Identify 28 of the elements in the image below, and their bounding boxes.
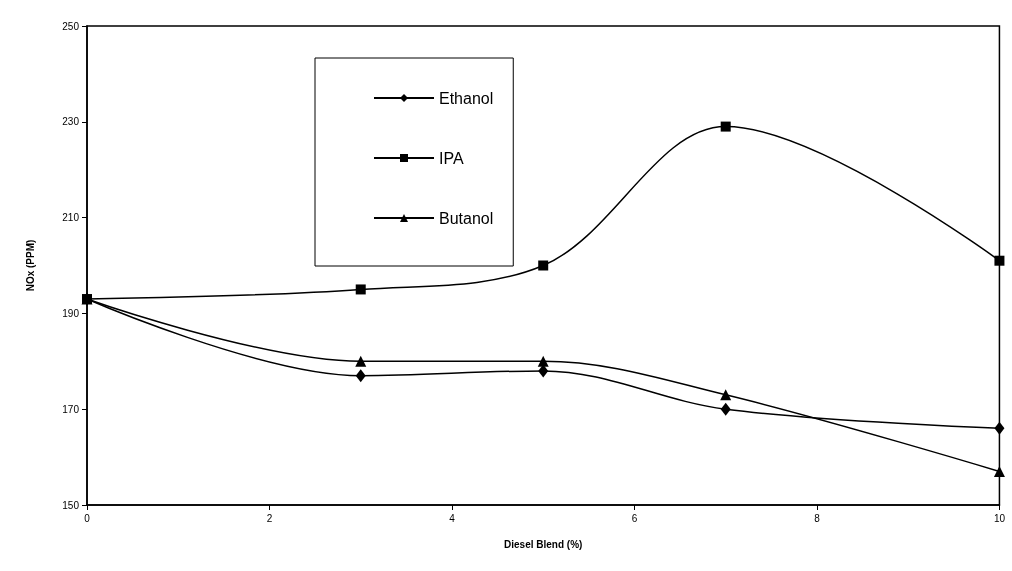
point <box>355 284 366 295</box>
point <box>720 389 732 401</box>
x-tick-label: 2 <box>266 512 273 524</box>
legend-label: Butanol <box>439 209 494 227</box>
point <box>355 369 366 383</box>
point <box>537 355 549 367</box>
x-tick-label: 8 <box>814 512 821 524</box>
point <box>538 260 549 271</box>
x-tick-label: 10 <box>993 512 1006 524</box>
point <box>355 355 367 367</box>
point <box>538 364 549 378</box>
y-tick-label: 230 <box>62 116 80 128</box>
x-tick-label: 4 <box>449 512 456 524</box>
x-tick-label: 0 <box>84 512 91 524</box>
y-axis-title: NOx (PPM) <box>24 239 36 292</box>
y-tick-label: 190 <box>62 307 80 319</box>
y-tick-label: 170 <box>62 403 80 415</box>
x-tick-label: 6 <box>631 512 638 524</box>
point <box>720 402 731 416</box>
y-tick-label: 150 <box>62 499 80 511</box>
point <box>720 121 731 132</box>
legend-label: IPA <box>439 149 464 167</box>
point <box>994 255 1005 266</box>
legend-label: Ethanol <box>439 89 494 107</box>
y-tick-label: 250 <box>62 20 80 32</box>
x-axis-title: Diesel Blend (%) <box>504 538 583 550</box>
y-tick-label: 210 <box>62 212 80 224</box>
point <box>994 421 1005 435</box>
